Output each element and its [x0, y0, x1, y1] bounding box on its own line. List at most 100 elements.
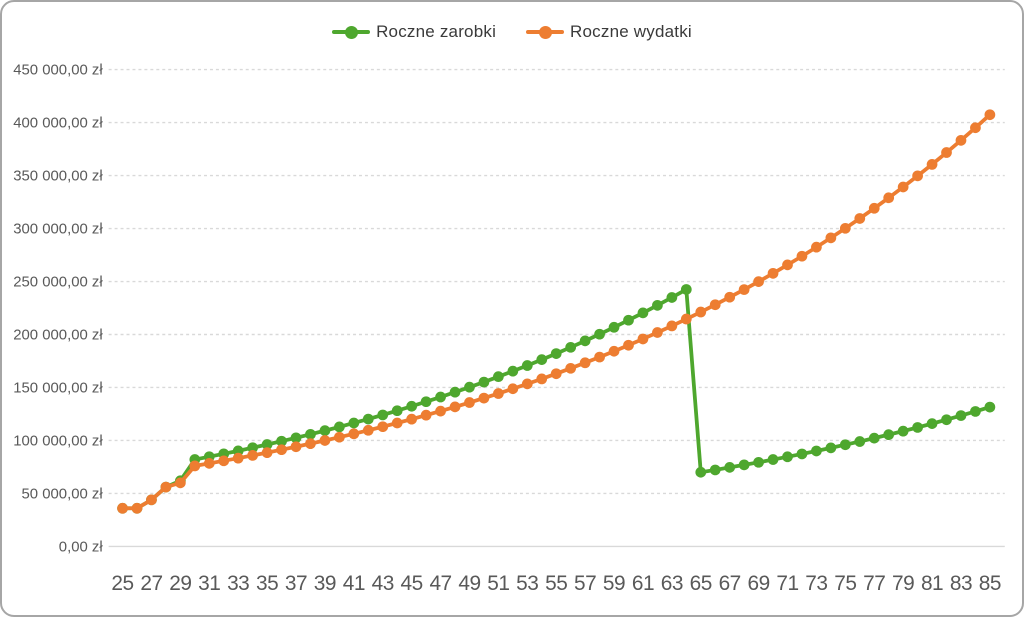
data-point: [926, 159, 938, 170]
data-point: [868, 202, 880, 214]
expenses-line-marker-icon: [526, 25, 565, 39]
data-point: [203, 457, 215, 469]
svg-text:77: 77: [863, 572, 885, 595]
data-point: [536, 354, 548, 365]
data-point: [276, 435, 287, 447]
data-point: [637, 333, 649, 345]
svg-text:49: 49: [458, 572, 480, 595]
data-point: [334, 421, 345, 433]
data-point: [796, 448, 808, 460]
data-point: [420, 396, 432, 408]
svg-text:25: 25: [111, 572, 133, 595]
data-point: [796, 250, 808, 262]
legend-label-roczne-zarobki: Roczne zarobki: [376, 22, 497, 41]
legend-item-roczne-wydatki[interactable]: Roczne wydatki: [526, 22, 692, 42]
data-point: [290, 432, 302, 444]
svg-text:350 000,00 zł: 350 000,00 zł: [13, 169, 103, 185]
data-point: [709, 464, 721, 476]
data-point: [955, 134, 967, 146]
data-point: [391, 405, 403, 417]
earnings-line-marker-icon: [332, 25, 371, 39]
data-point: [637, 307, 649, 319]
data-point: [926, 418, 938, 429]
chart-legend: Roczne zarobki Roczne wydatki: [2, 16, 1022, 48]
data-point: [753, 276, 764, 287]
data-point: [131, 502, 143, 514]
svg-text:83: 83: [950, 572, 972, 595]
data-point: [362, 424, 374, 436]
data-point: [261, 447, 273, 459]
svg-text:79: 79: [892, 572, 914, 595]
svg-text:100 000,00 zł: 100 000,00 zł: [13, 433, 103, 449]
svg-text:55: 55: [545, 572, 567, 595]
data-point: [767, 267, 779, 279]
data-point: [680, 313, 692, 325]
data-point: [579, 335, 591, 347]
data-point: [174, 477, 186, 489]
data-point: [565, 362, 577, 374]
svg-text:50 000,00 zł: 50 000,00 zł: [22, 486, 104, 502]
svg-text:67: 67: [719, 572, 741, 595]
data-point: [941, 147, 952, 158]
data-point: [912, 422, 923, 433]
data-point: [493, 388, 504, 399]
svg-text:41: 41: [343, 572, 365, 595]
svg-text:85: 85: [979, 572, 1001, 595]
data-point: [550, 368, 562, 380]
data-point: [608, 321, 620, 333]
data-point: [579, 357, 591, 369]
svg-text:51: 51: [487, 572, 509, 595]
svg-text:250 000,00 zł: 250 000,00 zł: [13, 274, 103, 290]
data-point: [782, 259, 793, 271]
data-point: [420, 409, 432, 421]
svg-text:200 000,00 zł: 200 000,00 zł: [13, 327, 103, 343]
data-point: [666, 320, 678, 332]
data-point: [334, 431, 345, 443]
y-axis-labels: 0,00 zł 50 000,00 zł 100 000,00 zł 150 000,…: [13, 63, 103, 556]
legend-item-roczne-zarobki[interactable]: Roczne zarobki: [332, 22, 496, 42]
svg-text:47: 47: [429, 572, 451, 595]
data-point: [709, 299, 721, 311]
data-point: [521, 378, 533, 390]
svg-text:81: 81: [921, 572, 943, 595]
data-point: [449, 386, 461, 398]
data-point: [478, 376, 490, 388]
svg-text:29: 29: [169, 572, 191, 595]
svg-text:71: 71: [776, 572, 798, 595]
svg-text:53: 53: [516, 572, 538, 595]
series-roczne-wydatki: [117, 109, 996, 514]
svg-text:45: 45: [401, 572, 423, 595]
svg-text:35: 35: [256, 572, 278, 595]
data-point: [839, 222, 851, 234]
svg-text:27: 27: [140, 572, 162, 595]
data-point: [623, 339, 634, 351]
data-point: [883, 429, 895, 441]
data-point: [290, 441, 302, 453]
data-point: [464, 397, 475, 408]
data-point: [608, 345, 620, 357]
data-point: [247, 442, 259, 454]
data-point: [782, 451, 793, 463]
data-point: [970, 122, 981, 134]
svg-text:63: 63: [661, 572, 683, 595]
legend-label-roczne-wydatki: Roczne wydatki: [570, 22, 692, 41]
data-point: [464, 381, 475, 393]
data-point: [391, 417, 403, 429]
data-point: [550, 348, 562, 359]
svg-text:37: 37: [285, 572, 307, 595]
data-point: [652, 327, 663, 338]
data-point: [695, 466, 707, 478]
data-point: [897, 181, 909, 193]
svg-text:61: 61: [632, 572, 654, 595]
data-point: [449, 401, 461, 413]
data-point: [377, 409, 389, 421]
data-point: [218, 455, 230, 467]
data-point: [536, 373, 548, 385]
data-point: [883, 192, 895, 204]
data-point: [955, 410, 967, 421]
data-point: [406, 400, 418, 412]
data-point: [305, 428, 316, 440]
data-point: [276, 444, 287, 456]
